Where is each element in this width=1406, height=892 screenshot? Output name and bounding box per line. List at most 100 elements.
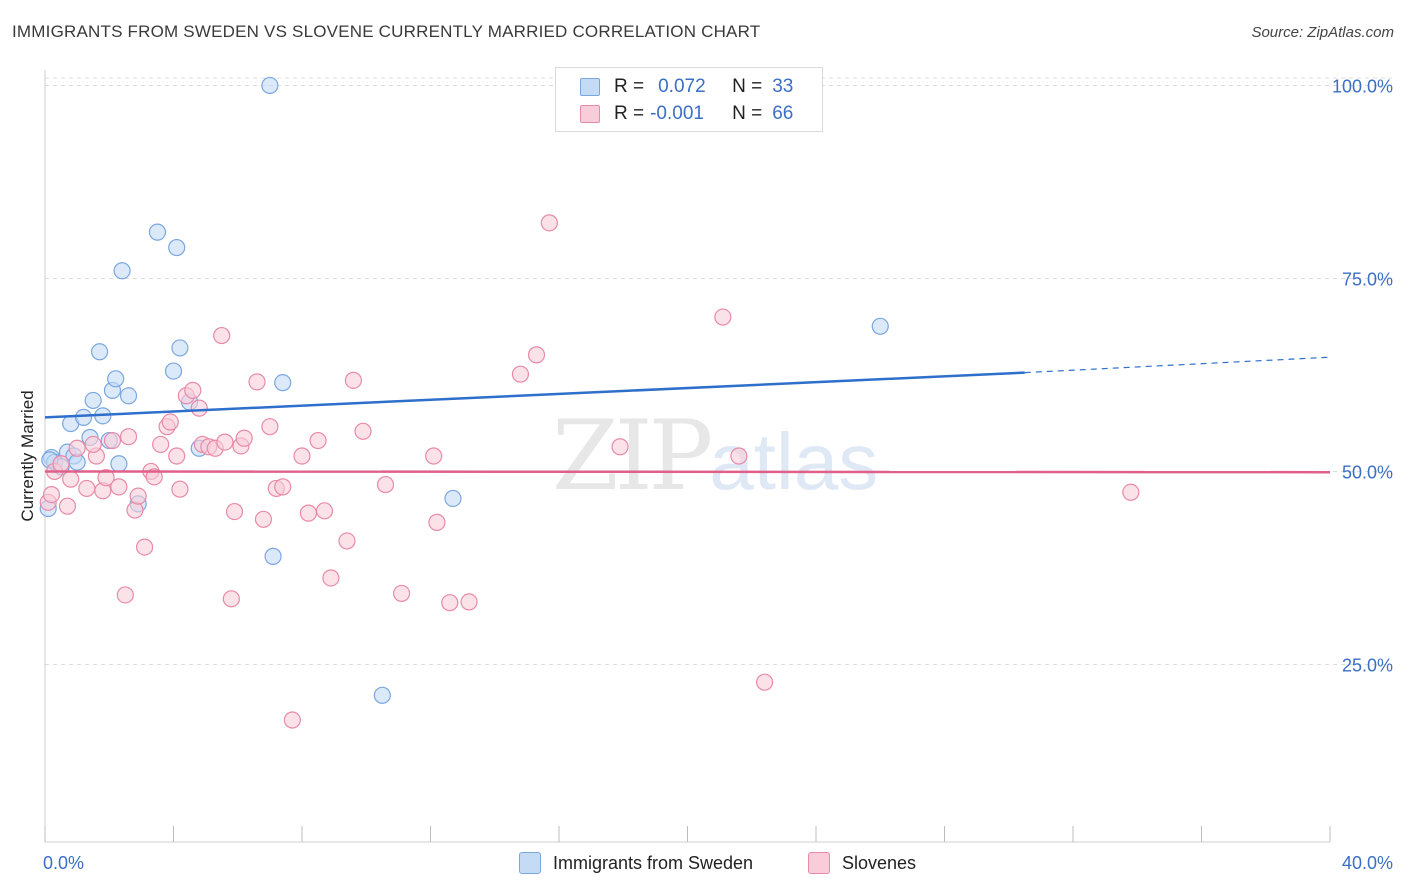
source-label: Source: ZipAtlas.com xyxy=(1251,24,1394,41)
point-slovenes xyxy=(511,365,530,383)
point-slovenes xyxy=(119,428,138,446)
legend-n-label: N = xyxy=(732,76,763,97)
trendline-sweden-projection xyxy=(1024,356,1331,374)
legend-label-slovenes: Slovenes xyxy=(842,852,917,873)
point-slovenes xyxy=(344,371,362,389)
point-sweden xyxy=(171,339,189,357)
point-slovenes xyxy=(527,346,546,364)
point-slovenes xyxy=(126,501,144,519)
y-tick-label: 50.0% xyxy=(1342,462,1393,482)
legend-item-sweden: Immigrants from Sweden xyxy=(519,852,753,874)
point-slovenes xyxy=(161,413,179,431)
y-tick-label: 25.0% xyxy=(1342,655,1393,675)
legend-row-sweden: R = 0.072 N = 33 xyxy=(580,74,793,100)
point-slovenes xyxy=(152,435,170,454)
point-slovenes xyxy=(714,308,732,326)
point-slovenes xyxy=(62,470,80,488)
legend-item-slovenes: Slovenes xyxy=(808,852,916,874)
stats-legend: R = 0.072 N = 33 R = -0.001 N = 66 xyxy=(555,67,823,132)
point-sweden xyxy=(168,238,186,257)
legend-label-sweden: Immigrants from Sweden xyxy=(553,852,754,873)
y-tick-label: 75.0% xyxy=(1342,269,1393,289)
point-slovenes xyxy=(97,469,115,487)
x-tick-label: 0.0% xyxy=(43,853,84,873)
point-slovenes xyxy=(309,431,327,450)
trendline-slovenes xyxy=(44,470,1331,474)
point-slovenes xyxy=(216,433,234,451)
series-legend: Immigrants from Sweden Slovenes xyxy=(0,852,1406,878)
point-slovenes xyxy=(392,584,411,603)
point-slovenes xyxy=(129,487,147,505)
trendline-sweden xyxy=(44,371,1025,419)
point-slovenes xyxy=(42,486,61,504)
point-sweden xyxy=(373,686,391,704)
point-slovenes xyxy=(213,326,231,345)
point-slovenes xyxy=(540,214,558,232)
point-slovenes xyxy=(110,478,128,496)
point-sweden xyxy=(119,387,138,405)
point-slovenes xyxy=(171,480,189,498)
legend-n-label: N = xyxy=(732,103,763,124)
point-slovenes xyxy=(116,586,134,604)
y-axis-title: Currently Married xyxy=(18,390,37,521)
point-slovenes xyxy=(235,429,253,447)
legend-r-label: R = xyxy=(614,76,645,97)
watermark: ZIPatlas xyxy=(552,400,878,512)
point-sweden xyxy=(107,370,125,388)
point-slovenes xyxy=(84,435,102,454)
point-slovenes xyxy=(299,504,318,522)
point-slovenes xyxy=(145,468,163,486)
point-slovenes xyxy=(428,513,446,531)
point-slovenes xyxy=(755,673,774,691)
legend-row-slovenes: R = -0.001 N = 66 xyxy=(580,101,793,127)
point-slovenes xyxy=(248,373,266,391)
legend-swatch-slovenes xyxy=(808,852,830,874)
legend-swatch-sweden xyxy=(519,852,541,874)
point-slovenes xyxy=(135,538,154,556)
point-slovenes xyxy=(283,711,301,729)
legend-r-value: 0.072 xyxy=(658,76,706,97)
point-slovenes xyxy=(1122,483,1140,501)
point-slovenes xyxy=(315,502,334,520)
point-slovenes xyxy=(225,502,244,521)
legend-swatch-slovenes xyxy=(580,105,600,123)
point-slovenes xyxy=(730,447,748,465)
point-sweden xyxy=(264,547,282,565)
point-sweden xyxy=(871,317,889,335)
point-sweden xyxy=(91,343,109,361)
legend-r-value: -0.001 xyxy=(650,103,704,124)
y-tick-label: 100.0% xyxy=(1332,76,1393,96)
legend-swatch-sweden xyxy=(580,78,600,96)
point-sweden xyxy=(148,223,167,241)
point-slovenes xyxy=(274,478,292,496)
point-sweden xyxy=(261,76,279,95)
point-slovenes xyxy=(184,381,202,399)
legend-r-label: R = xyxy=(614,103,645,124)
point-slovenes xyxy=(222,590,240,608)
watermark-zip: ZIP xyxy=(552,400,713,512)
x-tick-label: 40.0% xyxy=(1342,853,1393,873)
point-slovenes xyxy=(425,447,443,465)
point-sweden xyxy=(444,489,462,508)
chart-title: IMMIGRANTS FROM SWEDEN VS SLOVENE CURREN… xyxy=(12,22,761,41)
point-slovenes xyxy=(261,418,279,436)
legend-n-value: 66 xyxy=(772,103,794,124)
legend-n-value: 33 xyxy=(772,76,794,97)
point-slovenes xyxy=(254,510,273,528)
point-slovenes xyxy=(354,422,372,440)
point-slovenes xyxy=(338,532,356,550)
point-sweden xyxy=(110,455,128,473)
point-slovenes xyxy=(190,399,208,417)
point-sweden xyxy=(113,262,131,280)
point-slovenes xyxy=(460,593,478,611)
point-slovenes xyxy=(322,569,340,587)
point-slovenes xyxy=(441,594,459,612)
point-sweden xyxy=(84,391,102,410)
point-sweden xyxy=(274,374,292,392)
point-slovenes xyxy=(78,479,96,498)
point-slovenes xyxy=(103,431,122,450)
point-slovenes xyxy=(52,455,70,473)
point-sweden xyxy=(74,408,93,426)
point-slovenes xyxy=(611,438,629,456)
